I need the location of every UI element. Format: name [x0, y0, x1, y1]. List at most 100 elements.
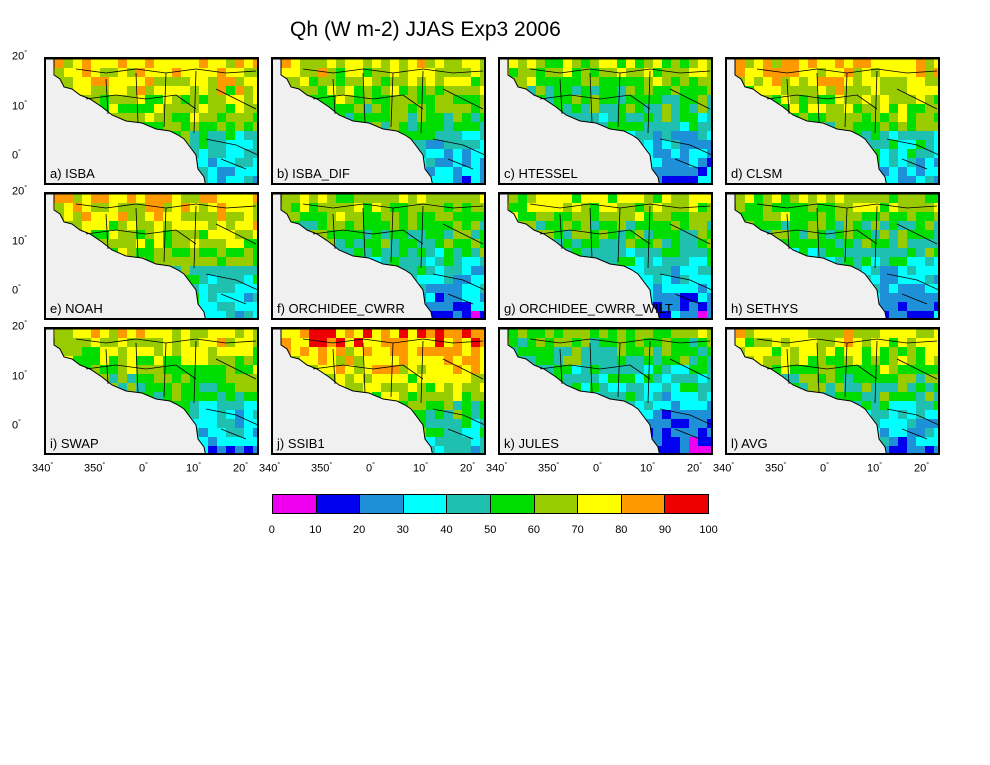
country-border — [390, 342, 394, 398]
country-border — [135, 72, 139, 124]
coastline — [500, 59, 711, 183]
country-border — [589, 207, 593, 259]
country-border — [647, 70, 651, 134]
country-border — [766, 229, 878, 245]
country-border — [420, 340, 424, 404]
country-border — [220, 293, 247, 305]
figure-title: Qh (W m-2) JJAS Exp3 2006 — [290, 18, 561, 41]
country-border — [674, 158, 701, 170]
country-border — [669, 223, 711, 245]
country-border — [390, 72, 394, 128]
country-border — [215, 88, 257, 110]
country-border — [215, 223, 257, 245]
country-border — [874, 340, 878, 404]
lon-tick-label: 10° — [186, 462, 202, 475]
map-field — [46, 194, 257, 318]
country-border — [886, 408, 938, 425]
country-border — [589, 72, 593, 124]
country-border — [896, 88, 938, 110]
colorbar — [272, 494, 709, 514]
country-border — [390, 207, 394, 263]
map-field — [273, 329, 484, 453]
lat-tick-label: 0° — [12, 149, 21, 162]
country-border — [874, 205, 878, 269]
country-border — [766, 364, 878, 380]
coastline — [727, 194, 938, 318]
map-field — [46, 59, 257, 183]
lon-tick-label: 350° — [84, 462, 106, 475]
lon-tick-label: 0° — [139, 462, 148, 475]
country-border — [559, 213, 563, 250]
country-border — [786, 348, 790, 385]
coastline — [46, 194, 257, 318]
lon-tick-label: 340° — [486, 462, 508, 475]
coastline — [273, 59, 484, 183]
country-border — [617, 342, 621, 398]
lon-tick-label: 10° — [867, 462, 883, 475]
colorbar-tick-label: 90 — [658, 524, 672, 536]
country-border — [447, 428, 474, 440]
country-border — [447, 293, 474, 305]
country-border — [193, 340, 197, 404]
coastline — [273, 194, 484, 318]
country-border — [766, 94, 878, 110]
country-border — [659, 273, 711, 290]
country-border — [559, 78, 563, 115]
lon-tick-label: 20° — [914, 462, 930, 475]
colorbar-tick-label: 70 — [571, 524, 584, 536]
lat-tick-label: 20° — [12, 185, 28, 198]
lon-tick-label: 0° — [593, 462, 602, 475]
colorbar-tick-label: 0 — [268, 524, 275, 536]
lon-tick-label: 0° — [366, 462, 375, 475]
colorbar-tick-label: 30 — [396, 524, 409, 536]
coastline — [500, 194, 711, 318]
panel-label: f) ORCHIDEE_CWRR — [277, 301, 405, 316]
lon-tick-label: 0° — [820, 462, 829, 475]
country-border — [447, 158, 474, 170]
panel-label: j) SSIB1 — [277, 436, 325, 451]
map-panel: a) ISBA — [44, 57, 259, 185]
country-border — [896, 223, 938, 245]
country-border — [442, 223, 484, 245]
map-panel: k) JULES — [498, 327, 713, 455]
country-border — [786, 78, 790, 115]
panel-label: i) SWAP — [50, 436, 99, 451]
lon-tick-label: 10° — [413, 462, 429, 475]
country-border — [432, 408, 484, 425]
panel-label: h) SETHYS — [731, 301, 799, 316]
country-border — [332, 213, 336, 250]
colorbar-tick-label: 60 — [527, 524, 541, 536]
colorbar-swatch — [621, 495, 666, 513]
country-border — [816, 72, 820, 124]
country-border — [332, 348, 336, 385]
colorbar-tick-label: 100 — [699, 524, 718, 536]
lon-tick-label: 340° — [713, 462, 735, 475]
country-border — [669, 88, 711, 110]
colorbar-swatch — [273, 495, 317, 513]
map-field — [727, 59, 938, 183]
map-panel: d) CLSM — [725, 57, 940, 185]
country-border — [442, 88, 484, 110]
country-border — [163, 207, 167, 263]
colorbar-tick-label: 10 — [309, 524, 322, 536]
colorbar-tick-label: 80 — [615, 524, 628, 536]
country-border — [362, 342, 366, 394]
country-border — [617, 72, 621, 128]
country-border — [420, 70, 424, 134]
map-field — [727, 194, 938, 318]
country-border — [617, 207, 621, 263]
country-border — [647, 340, 651, 404]
country-border — [442, 358, 484, 380]
map-field — [500, 194, 711, 318]
country-border — [215, 358, 257, 380]
map-field — [273, 194, 484, 318]
map-panel: b) ISBA_DIF — [271, 57, 486, 185]
country-border — [163, 72, 167, 128]
country-border — [816, 207, 820, 259]
country-border — [312, 229, 424, 245]
country-border — [193, 205, 197, 269]
panel-label: g) ORCHIDEE_CWRR_WILT — [504, 301, 673, 316]
country-border — [659, 408, 711, 425]
country-border — [105, 213, 109, 250]
country-border — [901, 158, 928, 170]
